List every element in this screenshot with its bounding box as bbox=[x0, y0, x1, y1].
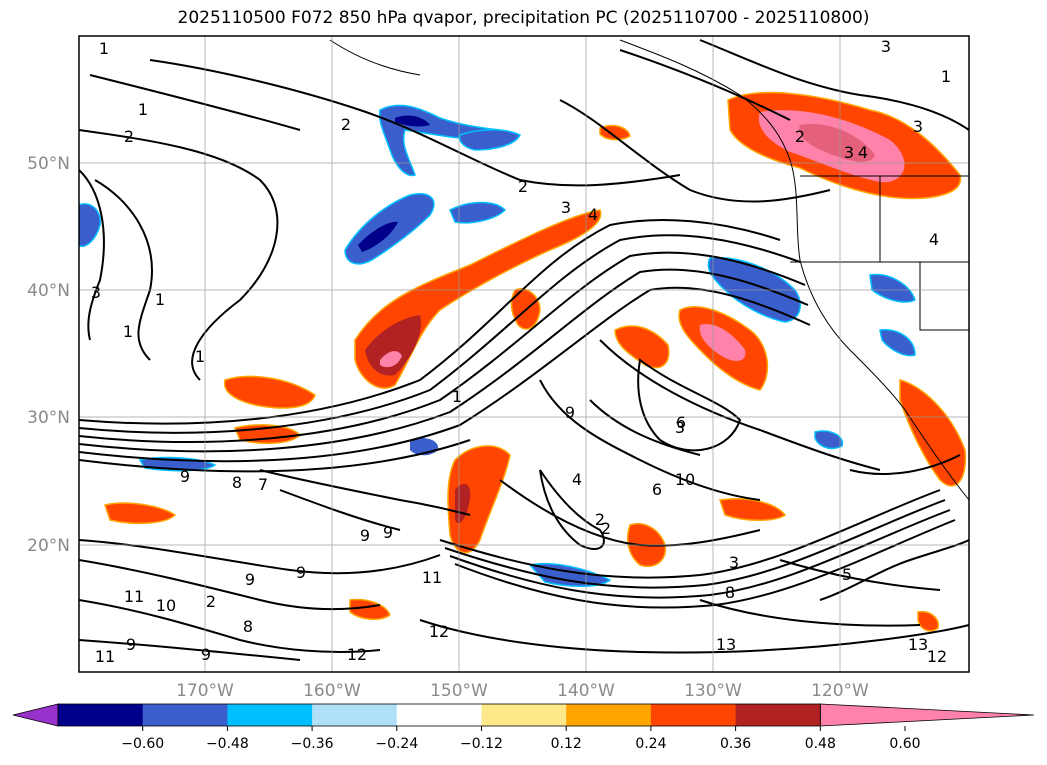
lon-label: 170°W bbox=[176, 681, 234, 701]
colorbar-swatch bbox=[481, 704, 567, 726]
colorbar-swatch bbox=[227, 704, 313, 726]
contour-label: 8 bbox=[243, 617, 253, 636]
contour-label: 11 bbox=[124, 587, 144, 606]
lat-label: 50°N bbox=[27, 154, 70, 174]
lat-label: 30°N bbox=[27, 408, 70, 428]
colorbar-tick-label: 0.12 bbox=[551, 736, 582, 752]
contour-label: 8 bbox=[232, 473, 242, 492]
colorbar-tick-label: −0.24 bbox=[375, 736, 418, 752]
contour-label: 12 bbox=[927, 647, 947, 666]
contour-label: 3 bbox=[913, 117, 923, 136]
contour-label: 4 bbox=[572, 470, 582, 489]
contour-label: 12 bbox=[347, 645, 367, 664]
contour-label: 9 bbox=[360, 526, 370, 545]
contour-label: 2 bbox=[595, 510, 605, 529]
lon-label: 160°W bbox=[303, 681, 361, 701]
contour-label: 7 bbox=[258, 475, 268, 494]
contour-label: 2 bbox=[518, 177, 528, 196]
lon-label: 130°W bbox=[684, 681, 742, 701]
contour-label: 5 bbox=[842, 565, 852, 584]
contour-label: 1 bbox=[123, 322, 133, 341]
contour-label: 8 bbox=[725, 583, 735, 602]
colorbar-swatch bbox=[312, 704, 398, 726]
colorbar-extend-high bbox=[819, 703, 1035, 727]
colorbar-swatch bbox=[735, 704, 821, 726]
colorbar-tick-label: −0.36 bbox=[291, 736, 334, 752]
colorbar-swatch bbox=[58, 704, 144, 726]
map-title: 2025110500 F072 850 hPa qvapor, precipit… bbox=[177, 8, 870, 28]
contour-label: 1 bbox=[452, 387, 462, 406]
contour-label: 3 bbox=[729, 553, 739, 572]
contour-label: 3 bbox=[844, 143, 854, 162]
contour-label: 3 bbox=[561, 198, 571, 217]
colorbar-swatch bbox=[142, 704, 228, 726]
contour-label: 2 bbox=[795, 127, 805, 146]
contour-label: 6 bbox=[676, 413, 686, 432]
contour-label: 3 bbox=[881, 37, 891, 56]
contour-label: 3 bbox=[675, 418, 685, 437]
coastlines bbox=[329, 39, 969, 501]
gridlines bbox=[79, 36, 969, 672]
lon-label: 140°W bbox=[557, 681, 615, 701]
contour-label: 6 bbox=[652, 480, 662, 499]
contour-label: 9 bbox=[383, 523, 393, 542]
contour-label: 9 bbox=[565, 403, 575, 422]
colorbar-swatch bbox=[650, 704, 737, 726]
contour-label: 9 bbox=[180, 467, 190, 486]
contour-label: 12 bbox=[429, 622, 449, 641]
colorbar-swatch bbox=[566, 704, 652, 726]
contour-label: 1 bbox=[99, 39, 109, 58]
contour-label: 9 bbox=[296, 563, 306, 582]
contour-label: 9 bbox=[126, 635, 136, 654]
contour-label: 2 bbox=[341, 115, 351, 134]
colorbar-tick-label: −0.48 bbox=[206, 736, 249, 752]
contour-label: 1 bbox=[195, 347, 205, 366]
lat-label: 40°N bbox=[27, 281, 70, 301]
lat-axis-labels: 50°N 40°N 30°N 20°N bbox=[27, 154, 70, 556]
contour-label: 13 bbox=[716, 635, 736, 654]
colorbar-tick-label: 0.24 bbox=[635, 736, 666, 752]
contour-label: 11 bbox=[422, 568, 442, 587]
colorbar-tick-label: 0.48 bbox=[805, 736, 836, 752]
lon-axis-labels: 170°W 160°W 150°W 140°W 130°W 120°W bbox=[176, 681, 869, 701]
colorbar: −0.60 −0.48 −0.36 −0.24 −0.12 0.12 0.24 0.36 0.4… bbox=[12, 703, 1035, 752]
colorbar-frame bbox=[57, 703, 821, 727]
contour-label: 9 bbox=[201, 645, 211, 664]
contour-label: 4 bbox=[929, 230, 939, 249]
contour-label: 2 bbox=[206, 592, 216, 611]
contour-label: 1 bbox=[155, 290, 165, 309]
contour-label: 11 bbox=[95, 647, 115, 666]
contour-label: 13 bbox=[908, 635, 928, 654]
lon-label: 150°W bbox=[430, 681, 488, 701]
lat-label: 20°N bbox=[27, 536, 70, 556]
contour-label: 1 bbox=[138, 100, 148, 119]
contour-label: 2 bbox=[124, 127, 134, 146]
contour-label: 10 bbox=[156, 596, 176, 615]
colorbar-tick-label: −0.12 bbox=[460, 736, 503, 752]
lon-label: 120°W bbox=[811, 681, 869, 701]
colorbar-tick-label: 0.60 bbox=[889, 736, 920, 752]
contour-label: 4 bbox=[588, 205, 598, 224]
colorbar-swatch bbox=[396, 704, 482, 726]
contour-label: 2 bbox=[601, 519, 611, 538]
contour-label: 1 bbox=[941, 67, 951, 86]
contour-label: 3 bbox=[91, 283, 101, 302]
colorbar-tick-label: −0.60 bbox=[121, 736, 164, 752]
contour-label: 10 bbox=[675, 470, 695, 489]
colorbar-tick-label: 0.36 bbox=[720, 736, 751, 752]
contour-label: 4 bbox=[858, 143, 868, 162]
plot-frame bbox=[78, 35, 970, 673]
colorbar-extend-low bbox=[12, 703, 59, 727]
contour-label: 9 bbox=[245, 570, 255, 589]
